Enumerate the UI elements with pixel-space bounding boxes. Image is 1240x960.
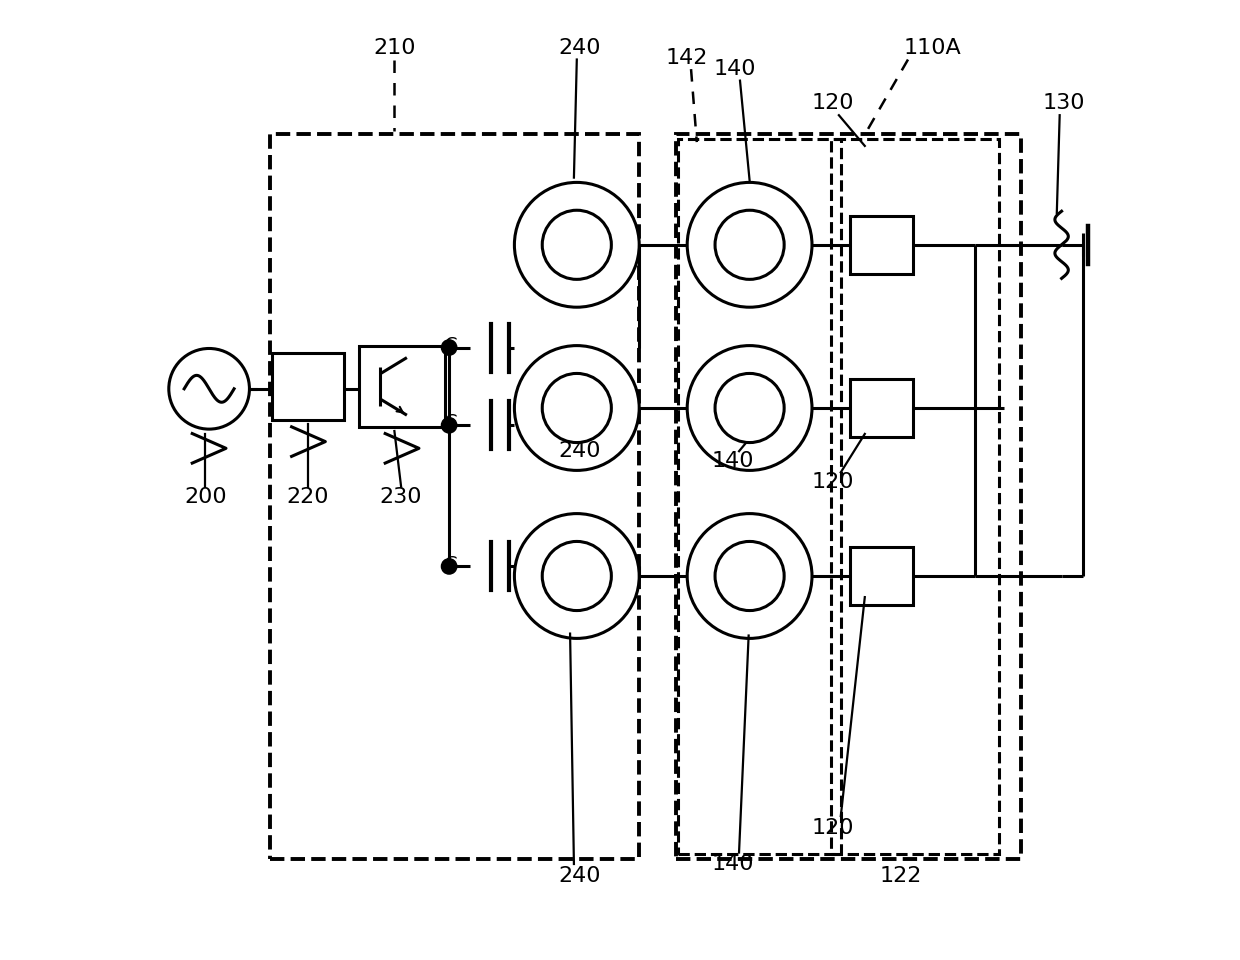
Circle shape	[515, 182, 639, 307]
Text: 130: 130	[1043, 93, 1085, 112]
Bar	[851, 379, 913, 437]
Text: C: C	[445, 555, 458, 572]
Circle shape	[441, 559, 456, 574]
Text: 200: 200	[184, 488, 227, 507]
Bar	[831, 139, 999, 854]
Circle shape	[715, 373, 784, 443]
Text: 110A: 110A	[903, 38, 961, 58]
Circle shape	[542, 541, 611, 611]
Circle shape	[515, 514, 639, 638]
Circle shape	[441, 340, 456, 355]
Circle shape	[687, 346, 812, 470]
Text: 120: 120	[812, 818, 854, 837]
Circle shape	[687, 182, 812, 307]
Text: 120: 120	[812, 472, 854, 492]
Text: 120: 120	[812, 93, 854, 112]
Bar	[851, 547, 913, 605]
Bar	[273, 353, 345, 420]
Circle shape	[715, 541, 784, 611]
Bar	[358, 346, 445, 427]
Circle shape	[542, 373, 611, 443]
Bar	[677, 139, 841, 854]
Circle shape	[715, 210, 784, 279]
Text: C: C	[445, 414, 458, 431]
Circle shape	[515, 346, 639, 470]
Text: 140: 140	[714, 60, 756, 79]
Text: 142: 142	[666, 48, 708, 67]
Circle shape	[441, 418, 456, 433]
Text: 240: 240	[558, 866, 601, 885]
Bar	[851, 216, 913, 274]
Text: 240: 240	[558, 442, 601, 461]
Text: 122: 122	[879, 866, 921, 885]
Text: 140: 140	[712, 451, 754, 470]
Text: 220: 220	[286, 488, 330, 507]
Circle shape	[169, 348, 249, 429]
Text: 210: 210	[373, 38, 415, 58]
Text: 240: 240	[558, 38, 601, 58]
Bar	[269, 134, 639, 859]
Circle shape	[687, 514, 812, 638]
Bar	[676, 134, 1022, 859]
Circle shape	[542, 210, 611, 279]
Text: 230: 230	[379, 488, 423, 507]
Text: C: C	[445, 336, 458, 353]
Text: 140: 140	[712, 854, 754, 874]
